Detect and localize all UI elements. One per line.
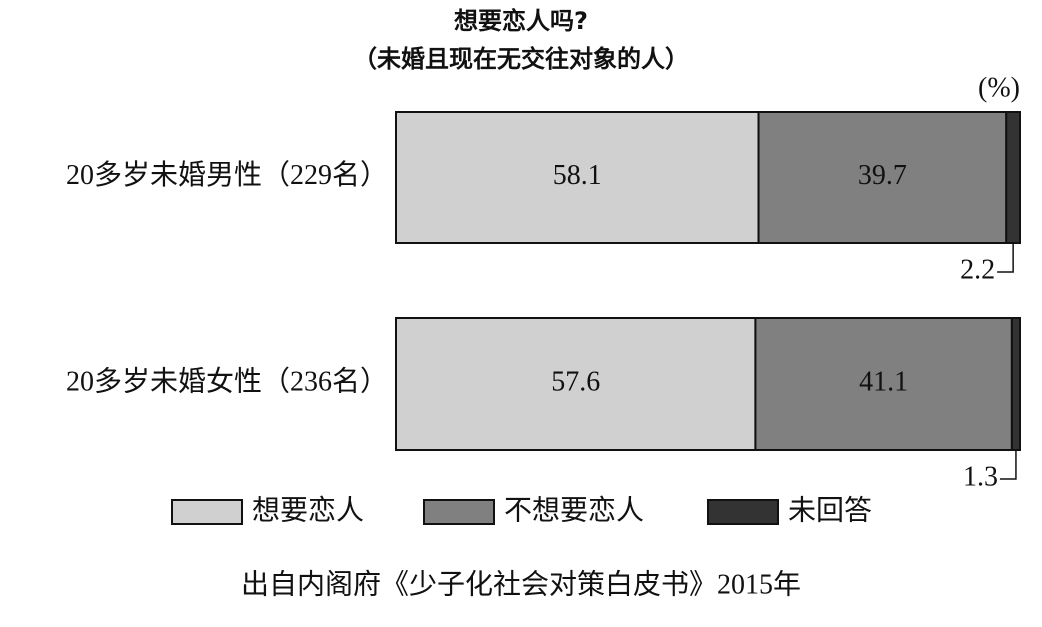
bar-segment bbox=[395, 317, 757, 451]
bar-segment bbox=[1005, 111, 1021, 244]
unit-label: (%) bbox=[978, 72, 1020, 103]
chart-subtitle: （未婚且现在无交往对象的人） bbox=[353, 45, 689, 73]
chart-title: 想要恋人吗? bbox=[454, 7, 588, 35]
bar-segment bbox=[1010, 317, 1021, 451]
bar-segment bbox=[395, 111, 760, 244]
legend-label: 未回答 bbox=[788, 494, 872, 526]
value-label: 58.1 bbox=[553, 160, 602, 191]
bar-segment bbox=[757, 111, 1008, 244]
value-label: 1.3 bbox=[963, 461, 998, 492]
legend-label: 不想要恋人 bbox=[504, 494, 644, 526]
value-label: 57.6 bbox=[551, 366, 600, 397]
bar-segment bbox=[754, 317, 1013, 451]
leader-line bbox=[997, 243, 1014, 273]
value-label: 39.7 bbox=[858, 160, 907, 191]
value-label: 2.2 bbox=[960, 254, 995, 285]
source-note: 出自内阁府《少子化社会对策白皮书》2015年 bbox=[241, 568, 801, 600]
legend-label: 想要恋人 bbox=[252, 494, 364, 526]
category-label: 20多岁未婚男性（229名） bbox=[66, 159, 388, 191]
legend-swatch bbox=[171, 499, 243, 525]
legend-swatch bbox=[423, 499, 495, 525]
value-label: 41.1 bbox=[859, 366, 908, 397]
legend-swatch bbox=[707, 499, 779, 525]
leader-line bbox=[999, 450, 1017, 480]
category-label: 20多岁未婚女性（236名） bbox=[66, 365, 388, 397]
